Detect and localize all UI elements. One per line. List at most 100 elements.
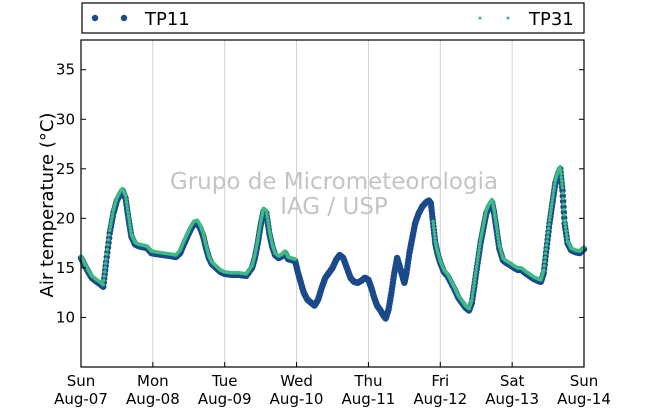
data-point-tp31 xyxy=(266,225,271,229)
x-tick-label-date: Aug-11 xyxy=(342,390,396,408)
data-point-tp31 xyxy=(545,235,550,239)
data-point-tp31 xyxy=(562,213,567,217)
data-point-tp31 xyxy=(104,252,109,256)
data-point-tp31 xyxy=(265,215,270,219)
data-point-tp31 xyxy=(495,233,500,238)
data-point-tp31 xyxy=(293,257,297,261)
data-point-tp31 xyxy=(126,210,130,214)
data-point-tp31 xyxy=(561,202,566,206)
data-point-tp31 xyxy=(124,197,128,201)
x-tick-label-date: Aug-10 xyxy=(270,390,324,408)
x-tick-label-day: Sat xyxy=(500,372,525,390)
data-point-tp31 xyxy=(470,297,474,302)
y-tick-label: 25 xyxy=(56,160,75,178)
data-point-tp31 xyxy=(104,257,108,261)
plot-frame xyxy=(80,39,585,368)
grid xyxy=(152,40,513,367)
data-point-tp31 xyxy=(110,211,115,216)
data-point-tp31 xyxy=(129,229,133,233)
data-point-tp31 xyxy=(125,206,130,211)
data-point-tp31 xyxy=(562,207,566,212)
data-point-tp31 xyxy=(496,240,501,244)
data-point-tp31 xyxy=(124,200,129,204)
legend-marker-tp31 xyxy=(506,16,510,20)
data-point-tp31 xyxy=(264,208,269,213)
x-tick-label-date: Aug-07 xyxy=(54,390,108,408)
data-point-tp31 xyxy=(559,171,563,176)
legend-marker-tp11 xyxy=(120,14,128,22)
data-point-tp31 xyxy=(561,191,565,195)
data-point-tp31 xyxy=(431,222,436,227)
data-point-tp31 xyxy=(561,196,565,201)
legend: TP11 TP31 xyxy=(81,2,585,34)
legend-marker-tp11 xyxy=(91,14,99,22)
legend-marker-tp31 xyxy=(478,16,482,20)
data-point-tp31 xyxy=(552,188,556,193)
data-point-tp31 xyxy=(560,185,565,190)
data-point-tp31 xyxy=(103,265,107,270)
data-point-tp31 xyxy=(496,236,501,241)
data-point-tp31 xyxy=(475,258,480,262)
data-point-tp31 xyxy=(551,192,556,196)
data-point-tp31 xyxy=(101,278,106,283)
data-point-tp31 xyxy=(564,228,568,233)
data-point-tp31 xyxy=(541,268,546,272)
data-point-tp31 xyxy=(128,226,133,230)
data-point-tp31 xyxy=(473,271,478,275)
data-point-tp31 xyxy=(565,235,569,240)
y-tick-label: 15 xyxy=(56,259,75,277)
data-point-tp31 xyxy=(266,218,270,223)
data-point-tp31 xyxy=(477,244,482,249)
data-point-tp31 xyxy=(255,238,260,242)
x-tick-label-day: Sun xyxy=(67,372,96,390)
x-tick-label-day: Thu xyxy=(353,372,382,390)
data-point-tp31 xyxy=(550,198,555,203)
x-tick-label-date: Aug-09 xyxy=(198,390,252,408)
data-point-tp31 xyxy=(109,221,113,226)
data-point-tp31 xyxy=(546,230,550,235)
data-point-tp31 xyxy=(265,211,269,216)
data-point-tp31 xyxy=(544,247,548,252)
data-point-tp31 xyxy=(256,232,261,237)
data-point-tp31 xyxy=(547,218,552,223)
data-point-tp31 xyxy=(109,218,114,223)
legend-label-tp11: TP11 xyxy=(144,9,190,30)
data-point-tp31 xyxy=(549,208,553,213)
data-point-tp31 xyxy=(106,242,110,247)
data-point-tp31 xyxy=(542,263,547,268)
data-point-tp31 xyxy=(432,229,436,234)
data-point-tp31 xyxy=(257,229,262,234)
data-point-tp31 xyxy=(107,228,112,233)
data-point-tp31 xyxy=(471,287,476,292)
data-point-tp31 xyxy=(257,226,262,231)
y-tick-label: 35 xyxy=(56,61,75,79)
legend-box xyxy=(81,2,585,34)
x-tick-label-day: Wed xyxy=(280,372,313,390)
data-point-tp31 xyxy=(108,225,113,229)
data-point-tp31 xyxy=(495,230,500,234)
data-point-tp31 xyxy=(563,222,567,226)
data-point-tp31 xyxy=(563,225,568,230)
data-point-tp31 xyxy=(128,223,132,227)
data-point-tp31 xyxy=(472,281,477,285)
x-tick-label-day: Sun xyxy=(570,372,599,390)
data-point-tp31 xyxy=(545,239,549,243)
x-tick-label-date: Aug-13 xyxy=(485,390,539,408)
data-point-tp31 xyxy=(256,235,261,239)
y-axis-label: Air temperature (°C) xyxy=(37,113,58,298)
data-point-tp31 xyxy=(546,226,551,231)
data-point-tp31 xyxy=(472,278,477,282)
x-tick-label-date: Aug-12 xyxy=(413,390,467,408)
data-point-tp31 xyxy=(474,264,479,269)
data-point-tp31 xyxy=(476,251,481,256)
data-point-tp31 xyxy=(559,178,564,183)
data-point-tp31 xyxy=(266,221,271,226)
x-tick-label-date: Aug-14 xyxy=(557,390,611,408)
data-point-tp31 xyxy=(547,222,551,227)
data-point-tp31 xyxy=(433,236,437,240)
data-point-tp31 xyxy=(127,216,131,221)
data-point-tp31 xyxy=(125,203,129,208)
data-point-tp31 xyxy=(550,202,554,206)
data-point-tp31 xyxy=(258,223,262,228)
